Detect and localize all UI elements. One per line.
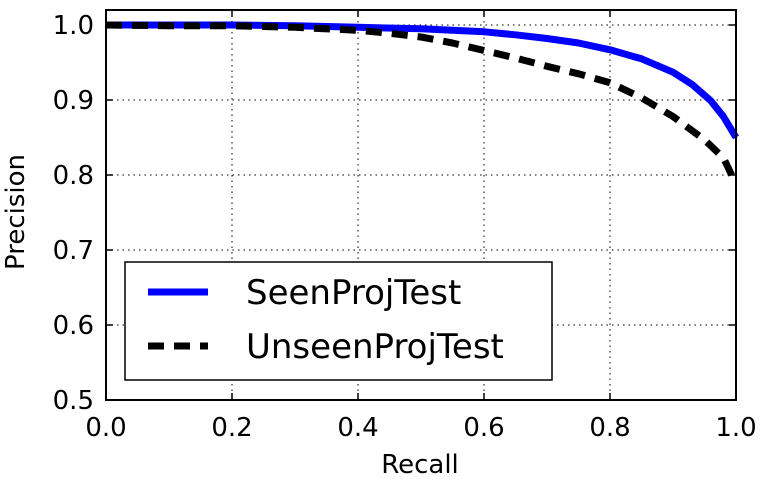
y-axis-label: Precision	[1, 154, 31, 270]
legend-box	[124, 261, 553, 381]
x-tick-label: 1.0	[715, 413, 756, 443]
y-tick-label: 0.5	[53, 386, 94, 416]
y-tick-label: 0.9	[53, 86, 94, 116]
x-tick-label: 0.0	[85, 413, 126, 443]
x-tick-label: 0.6	[463, 413, 504, 443]
y-tick-label: 0.7	[53, 236, 94, 266]
y-tick-label: 0.8	[53, 161, 94, 191]
series-line-unseen	[105, 21, 740, 186]
legend-label: SeenProjTest	[246, 273, 461, 313]
legend-label: UnseenProjTest	[246, 327, 504, 367]
y-tick-label: 0.6	[53, 311, 94, 341]
axis-ticks: 0.0 0.2 0.4 0.6 0.8 1.0 0.5 0.6 0.7 0.8 0.9 1.0	[53, 10, 757, 443]
legend: SeenProjTest UnseenProjTest	[124, 261, 553, 381]
series-line-seen	[106, 21, 740, 140]
y-tick-label: 1.0	[53, 11, 94, 41]
x-axis-label: Recall	[381, 450, 459, 479]
x-tick-label: 0.4	[337, 413, 378, 443]
x-tick-label: 0.8	[589, 413, 630, 443]
plot-frame	[105, 9, 737, 401]
x-tick-label: 0.2	[211, 413, 252, 443]
series-lines	[105, 21, 740, 186]
